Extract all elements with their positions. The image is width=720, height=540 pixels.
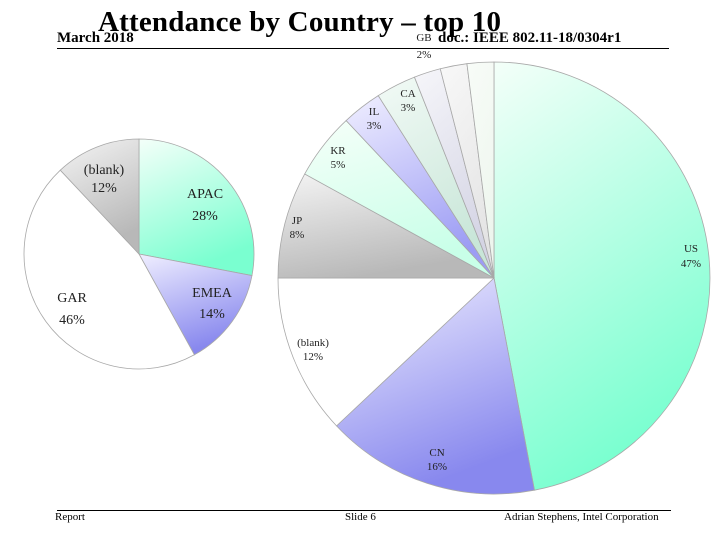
country-label-us: US bbox=[684, 243, 698, 255]
region-slice-apac bbox=[138, 138, 255, 277]
country-slice-jp bbox=[277, 173, 495, 279]
region-value-emea: 14% bbox=[199, 307, 225, 322]
footer-right: Adrian Stephens, Intel Corporation bbox=[504, 511, 659, 523]
region-slice-gar bbox=[23, 169, 195, 370]
country-slice-us bbox=[493, 61, 711, 491]
region-label-emea: EMEA bbox=[192, 286, 233, 301]
country-value-il: 3% bbox=[367, 120, 382, 132]
header-date: March 2018 bbox=[57, 30, 134, 46]
header-rule bbox=[57, 48, 669, 49]
country-label-jp: JP bbox=[292, 215, 302, 227]
country-value-jp: 8% bbox=[290, 229, 305, 241]
region-value-gar: 46% bbox=[59, 313, 85, 328]
country-label-cn: CN bbox=[429, 447, 444, 459]
region-label-blank: (blank) bbox=[84, 163, 125, 178]
country-slice-gb bbox=[466, 61, 495, 279]
region-label-gar: GAR bbox=[57, 291, 87, 306]
slide-title: Attendance by Country – top 10 bbox=[98, 6, 502, 38]
country-label-blank: (blank) bbox=[297, 337, 329, 349]
country-label-gb: GB bbox=[416, 32, 431, 44]
region-value-apac: 28% bbox=[192, 209, 218, 224]
country-slice-cn bbox=[335, 277, 535, 495]
country-value-blank: 12% bbox=[303, 351, 323, 363]
country-label-ca: CA bbox=[400, 88, 415, 100]
country-pie-chart: US47%CN16%(blank)12%JP8%KR5%IL3%CA3%DE2%… bbox=[277, 32, 711, 495]
footer-left: Report bbox=[55, 511, 85, 523]
country-value-kr: 5% bbox=[331, 159, 346, 171]
region-slice-blank bbox=[59, 138, 140, 256]
country-value-us: 47% bbox=[681, 258, 701, 270]
country-label-il: IL bbox=[369, 106, 380, 118]
country-value-ca: 3% bbox=[401, 102, 416, 114]
footer-slide-number: Slide 6 bbox=[345, 511, 376, 523]
region-pie-chart: APAC 28% EMEA 14% GAR 46% (blank) 12% bbox=[23, 138, 255, 370]
country-value-cn: 16% bbox=[427, 461, 447, 473]
country-value-gb: 2% bbox=[417, 49, 432, 61]
region-slice-emea bbox=[138, 253, 253, 356]
region-value-blank: 12% bbox=[91, 181, 117, 196]
footer-rule bbox=[57, 510, 671, 511]
country-slice-blank bbox=[277, 277, 496, 427]
region-label-apac: APAC bbox=[187, 187, 223, 202]
country-label-kr: KR bbox=[330, 145, 346, 157]
header-doc-id: doc.: IEEE 802.11-18/0304r1 bbox=[438, 30, 622, 46]
